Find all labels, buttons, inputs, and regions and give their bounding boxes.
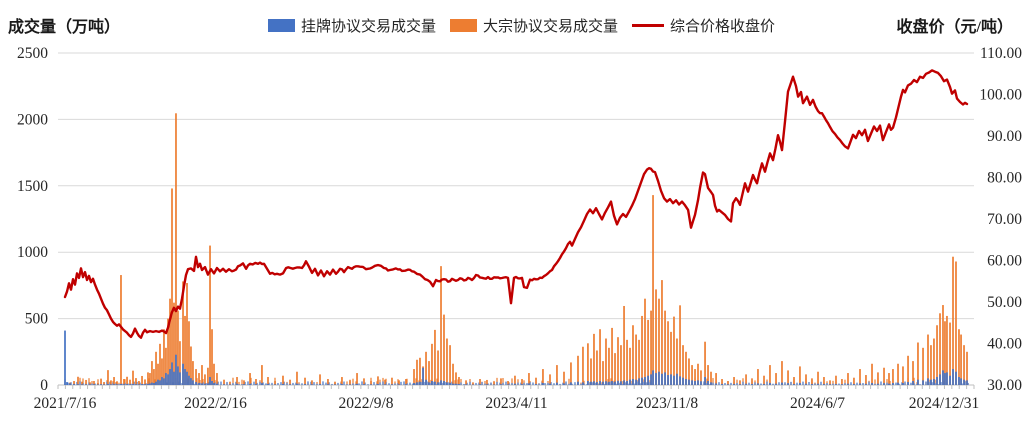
price-axis-tick-labels: 30.00 40.00 50.00 60.00 70.00 80.00 90.00 100.0… xyxy=(979,45,1022,394)
date-axis-labels: 2021/7/16 2022/2/16 2022/9/8 2023/4/11 2023/… xyxy=(34,395,980,412)
svg-text:0: 0 xyxy=(40,377,48,394)
svg-text:50.00: 50.00 xyxy=(987,294,1022,311)
legend-label: 综合价格收盘价 xyxy=(670,19,776,35)
svg-text:2024/12/31: 2024/12/31 xyxy=(909,395,980,412)
svg-text:2022/2/16: 2022/2/16 xyxy=(184,395,247,412)
listed-volume-bars xyxy=(64,330,968,385)
svg-text:90.00: 90.00 xyxy=(987,128,1022,145)
baseline-volume-bars xyxy=(64,377,969,385)
price-axis-title: 收盘价（元/吨） xyxy=(896,19,1013,36)
svg-text:30.00: 30.00 xyxy=(987,377,1022,394)
svg-text:2023/4/11: 2023/4/11 xyxy=(485,395,547,412)
gridlines xyxy=(58,52,974,386)
svg-text:1500: 1500 xyxy=(17,178,48,195)
legend-label: 挂牌协议交易成交量 xyxy=(301,19,437,35)
block-volume-bars xyxy=(69,113,968,385)
orange-bar-swatch-icon xyxy=(450,19,478,32)
svg-text:60.00: 60.00 xyxy=(987,253,1022,270)
svg-text:2021/7/16: 2021/7/16 xyxy=(34,395,97,412)
price-line-path xyxy=(63,69,969,339)
svg-text:2500: 2500 xyxy=(17,45,48,62)
legend-item-block-volume: 大宗协议交易成交量 xyxy=(450,15,618,36)
svg-text:70.00: 70.00 xyxy=(987,211,1022,228)
legend: 挂牌协议交易成交量 大宗协议交易成交量 综合价格收盘价 xyxy=(268,15,775,36)
red-line-swatch-icon xyxy=(632,24,665,27)
volume-axis-title: 成交量（万吨） xyxy=(8,19,121,36)
x-axis-ticks xyxy=(57,385,975,389)
svg-text:2023/11/8: 2023/11/8 xyxy=(636,395,699,412)
svg-text:2000: 2000 xyxy=(17,111,48,128)
svg-text:80.00: 80.00 xyxy=(987,170,1022,187)
legend-item-listed-volume: 挂牌协议交易成交量 xyxy=(268,15,436,36)
svg-text:2024/6/7: 2024/6/7 xyxy=(790,395,845,412)
svg-text:500: 500 xyxy=(25,311,49,328)
svg-text:110.00: 110.00 xyxy=(980,45,1022,62)
svg-text:1000: 1000 xyxy=(17,244,48,261)
svg-text:40.00: 40.00 xyxy=(987,336,1022,353)
legend-item-price-line: 综合价格收盘价 xyxy=(632,15,775,36)
volume-axis-tick-labels: 0 500 1000 1500 2000 2500 xyxy=(17,45,48,394)
svg-text:100.00: 100.00 xyxy=(979,87,1022,104)
svg-text:2022/9/8: 2022/9/8 xyxy=(338,395,393,412)
legend-label: 大宗协议交易成交量 xyxy=(483,19,619,35)
blue-bar-swatch-icon xyxy=(268,19,295,32)
